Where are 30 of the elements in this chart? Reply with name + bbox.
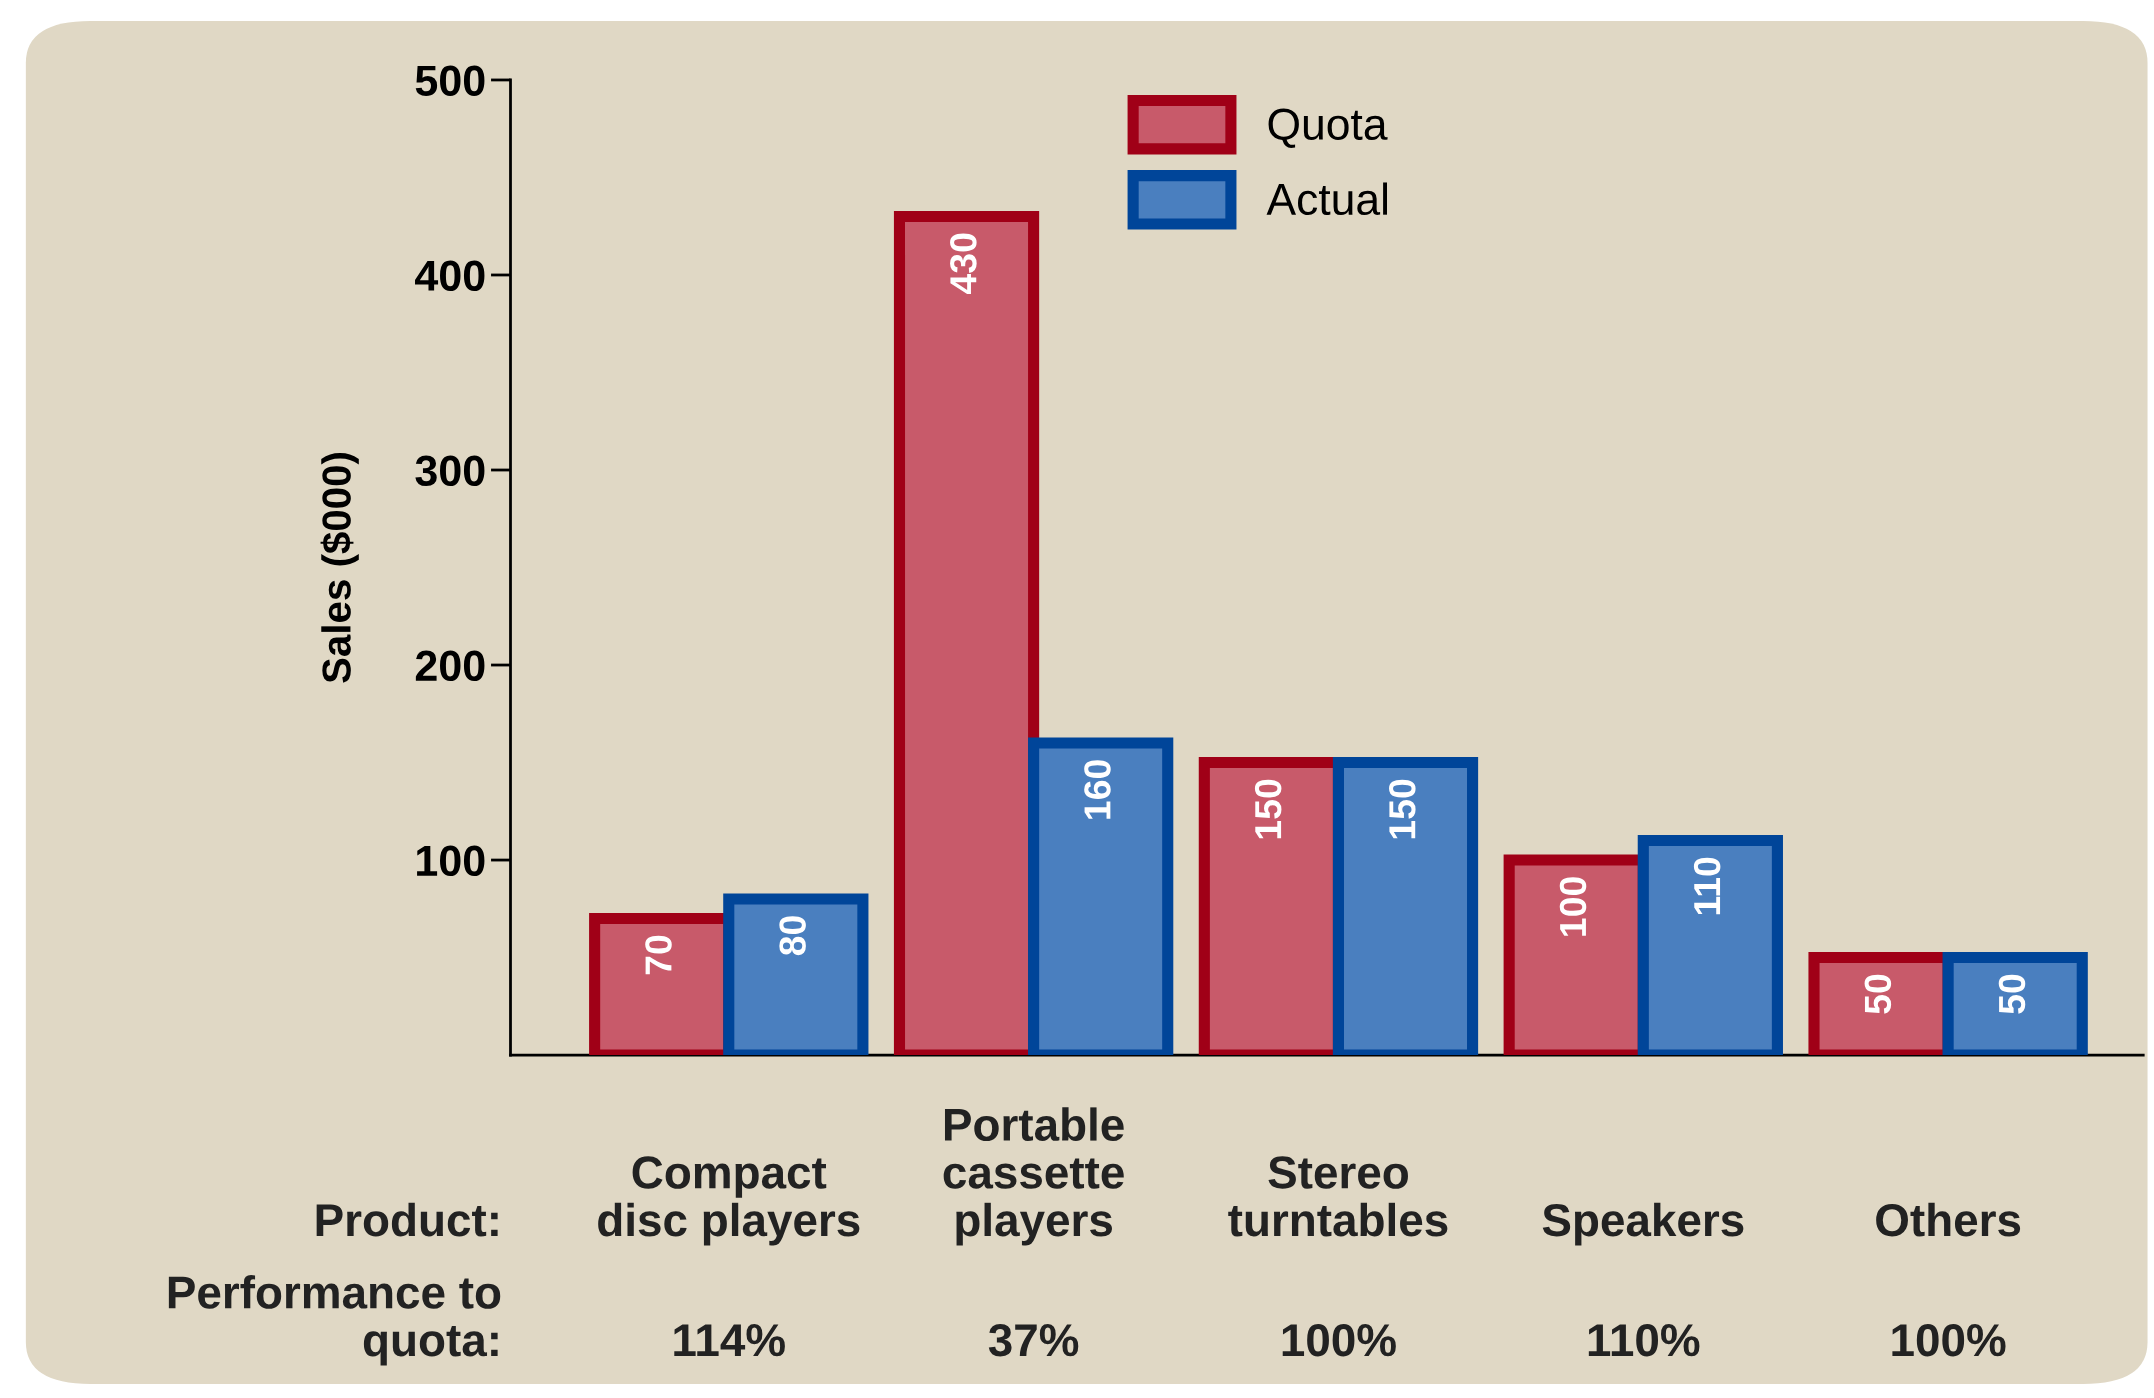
legend-label: Quota <box>1268 108 1388 148</box>
text: 110% <box>1588 1324 1700 1357</box>
data-label: 150 <box>1389 779 1416 839</box>
text: 114% <box>674 1324 785 1357</box>
data-label: 50 <box>1998 974 2026 1014</box>
data-label: 50 <box>1864 974 1892 1014</box>
data-label: 70 <box>645 935 672 975</box>
data-label: 150 <box>1254 779 1282 839</box>
data-label: 80 <box>779 916 806 956</box>
data-label: 160 <box>1084 760 1111 819</box>
y-tick-label: 400 <box>415 260 485 292</box>
y-tick-label: 100 <box>417 845 485 877</box>
data-label: 100 <box>1559 877 1587 936</box>
y-tick-label: 300 <box>415 455 485 487</box>
x-tick-label: Compact disc players <box>598 1156 860 1246</box>
x-tick-label: Others <box>1876 1202 2021 1237</box>
text: 100% <box>1892 1324 2006 1357</box>
x-tick-label: Portable cassette players <box>943 1107 1124 1246</box>
x-tick-label: Speakers <box>1542 1202 1744 1246</box>
text: Product: <box>316 1202 498 1237</box>
text: Performance to quota: <box>168 1275 501 1366</box>
data-label: 430 <box>950 233 977 295</box>
y-tick-label: 200 <box>415 650 485 682</box>
text: 37% <box>988 1324 1079 1357</box>
y-axis-title: Sales ($000) <box>320 453 359 683</box>
y-tick-label: 500 <box>415 65 485 96</box>
data-label: 110 <box>1693 857 1721 915</box>
x-tick-label: Stereo turntables <box>1228 1156 1448 1237</box>
text: 100% <box>1282 1324 1396 1357</box>
legend-label: Actual <box>1266 182 1388 216</box>
